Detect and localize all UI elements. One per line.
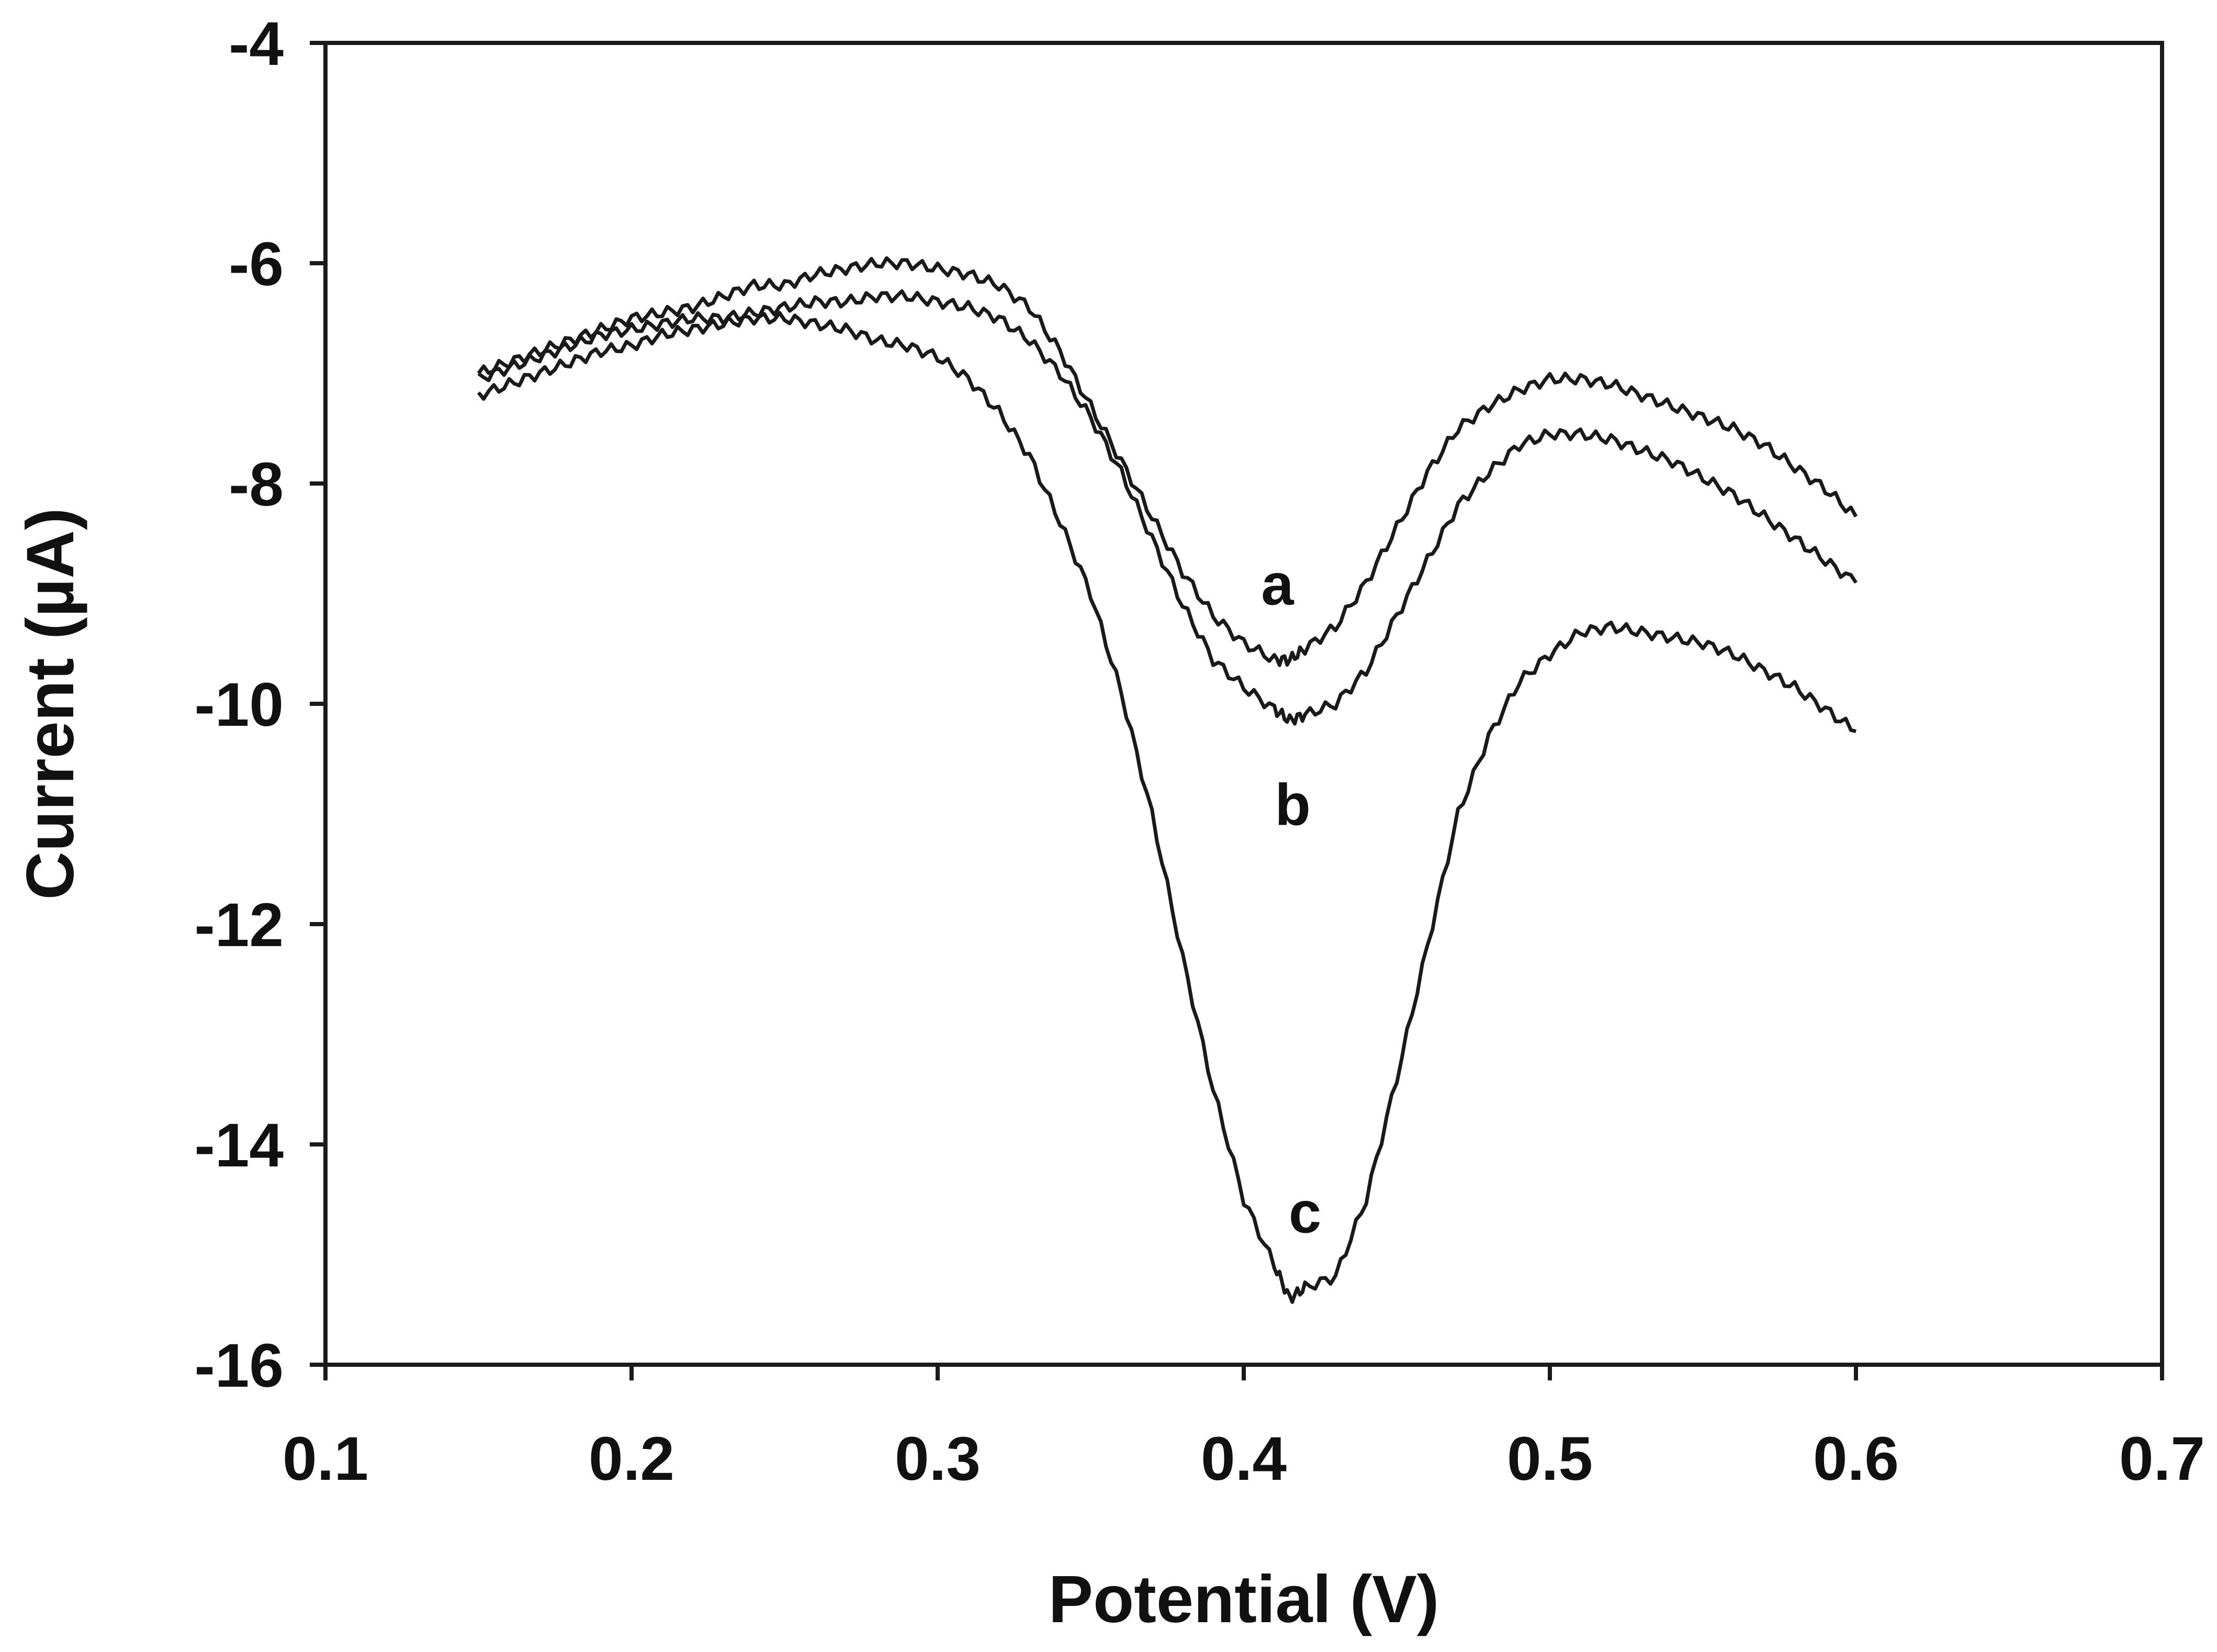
x-axis-title: Potential (V): [1049, 1562, 1439, 1637]
x-tick-label: 0.7: [2119, 1424, 2205, 1493]
curve-label-c: c: [1289, 1179, 1321, 1245]
x-tick-label: 0.1: [283, 1424, 368, 1493]
y-tick-label: -6: [229, 230, 284, 299]
curve-label-b: b: [1275, 772, 1310, 838]
curve-b: [477, 289, 1858, 726]
y-tick-label: -12: [194, 891, 284, 960]
x-tick-label: 0.5: [1507, 1424, 1593, 1493]
x-tick-label: 0.2: [589, 1424, 674, 1493]
y-tick-label: -10: [194, 670, 284, 739]
plot-frame: [323, 41, 2164, 1367]
x-tick-label: 0.4: [1201, 1424, 1287, 1493]
y-axis-ticks: -4 -6 -8 -10 -12 -14 -16: [194, 9, 325, 1400]
y-tick-label: -8: [229, 450, 284, 519]
x-tick-label: 0.6: [1813, 1424, 1899, 1493]
curve-a: [477, 256, 1858, 667]
x-axis-ticks: 0.1 0.2 0.3 0.4 0.5 0.6 0.7: [283, 1365, 2205, 1493]
curves: [477, 256, 1858, 1304]
curve-label-a: a: [1261, 552, 1294, 617]
x-tick-label: 0.3: [895, 1424, 981, 1493]
y-axis-title: Current (µA): [13, 508, 88, 900]
y-tick-label: -16: [194, 1331, 284, 1400]
curve-c: [477, 311, 1856, 1304]
curve-labels: a b c: [1261, 552, 1321, 1245]
y-tick-label: -14: [194, 1111, 284, 1180]
y-tick-label: -4: [229, 9, 284, 78]
